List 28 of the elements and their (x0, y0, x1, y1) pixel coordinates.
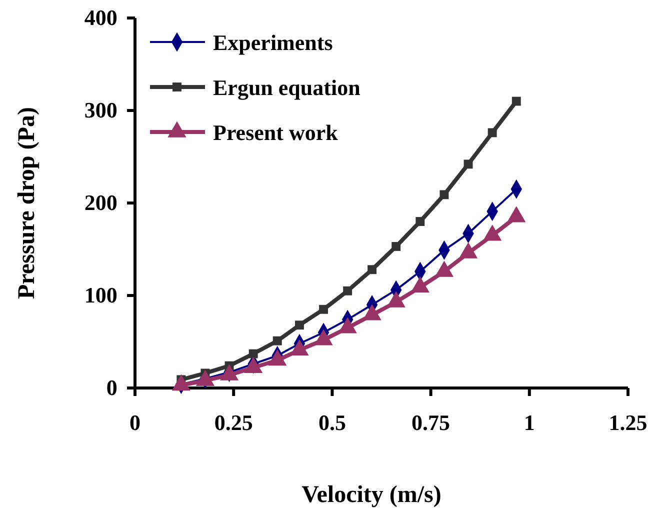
x-tick-label: 0.5 (318, 410, 346, 435)
y-tick-label: 400 (84, 5, 118, 30)
point (440, 190, 449, 200)
y-tick-label: 200 (84, 190, 118, 216)
point (248, 349, 258, 358)
point (368, 265, 377, 274)
x-tick-label: 0.75 (412, 410, 450, 435)
x-tick-label: 1.25 (608, 410, 648, 435)
point (488, 128, 497, 138)
legend-label: Ergun equation (213, 75, 360, 100)
point (416, 217, 425, 226)
y-axis-title: Pressure drop (Pa) (14, 107, 40, 299)
y-tick-label: 0 (106, 375, 118, 400)
point (343, 286, 352, 296)
point (294, 320, 304, 330)
y-tick-label: 300 (84, 98, 118, 123)
point (464, 160, 473, 169)
point (272, 336, 282, 346)
legend-label: Present work (213, 120, 339, 145)
legend-label: Experiments (213, 30, 334, 55)
x-tick-label: 0 (130, 410, 140, 435)
point (512, 96, 521, 106)
y-tick-label: 100 (84, 282, 118, 308)
x-tick-label: 1 (524, 410, 535, 435)
x-tick-label: 0.25 (214, 410, 253, 435)
x-axis-title: Velocity (m/s) (302, 482, 442, 508)
point (319, 304, 328, 314)
point (392, 242, 401, 251)
